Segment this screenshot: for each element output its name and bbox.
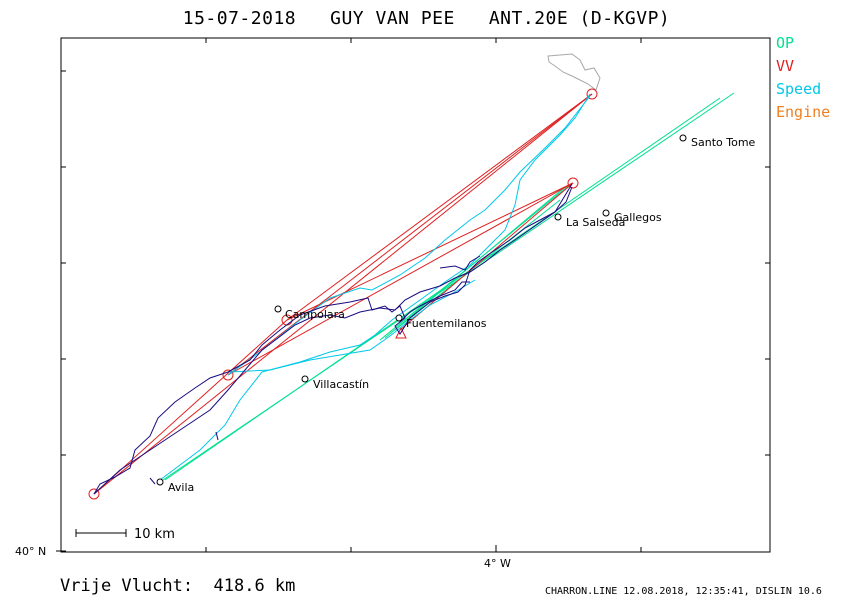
credit-label: CHARRON.LINE 12.08.2018, 12:35:41, DISLI… — [545, 586, 822, 597]
page-title: 15-07-2018 GUY VAN PEE ANT.20E (D-KGVP) — [182, 8, 671, 29]
flight-track — [93, 183, 573, 495]
place-fuentemilanos: Fuentemilanos — [406, 317, 487, 330]
legend-engine: Engine — [776, 103, 831, 121]
place-la-salseda: La Salseda — [566, 216, 625, 229]
scale-bar: 10 km — [75, 527, 175, 542]
lat-label: 40° N — [15, 545, 46, 558]
legend-vv: VV — [776, 57, 795, 75]
legend-op: OP — [776, 34, 795, 52]
distance-label: Vrije Vlucht: 418.6 km — [60, 576, 296, 596]
place-marker — [274, 305, 282, 313]
place-marker — [301, 375, 309, 383]
turnpoint-markers — [88, 88, 598, 500]
place-santo-tome: Santo Tome — [691, 136, 756, 149]
places: Santo Tome Gallegos La Salseda Campolara… — [156, 134, 756, 494]
place-marker — [554, 213, 562, 221]
map-frame — [60, 37, 771, 553]
place-marker — [602, 209, 610, 217]
legend-speed: Speed — [776, 80, 822, 98]
lon-label: 4° W — [484, 557, 511, 570]
place-avila: Avila — [168, 481, 194, 494]
place-campolara: Campolara — [285, 308, 345, 321]
place-marker — [679, 134, 687, 142]
scale-label: 10 km — [134, 527, 175, 542]
terrain-outline — [547, 53, 601, 91]
place-villacastin: Villacastín — [313, 378, 369, 391]
place-gallegos: Gallegos — [614, 211, 662, 224]
axis-ticks — [56, 38, 770, 552]
place-marker — [156, 478, 164, 486]
speed-track — [159, 93, 591, 481]
op-lines — [159, 92, 735, 483]
place-marker — [395, 314, 403, 322]
